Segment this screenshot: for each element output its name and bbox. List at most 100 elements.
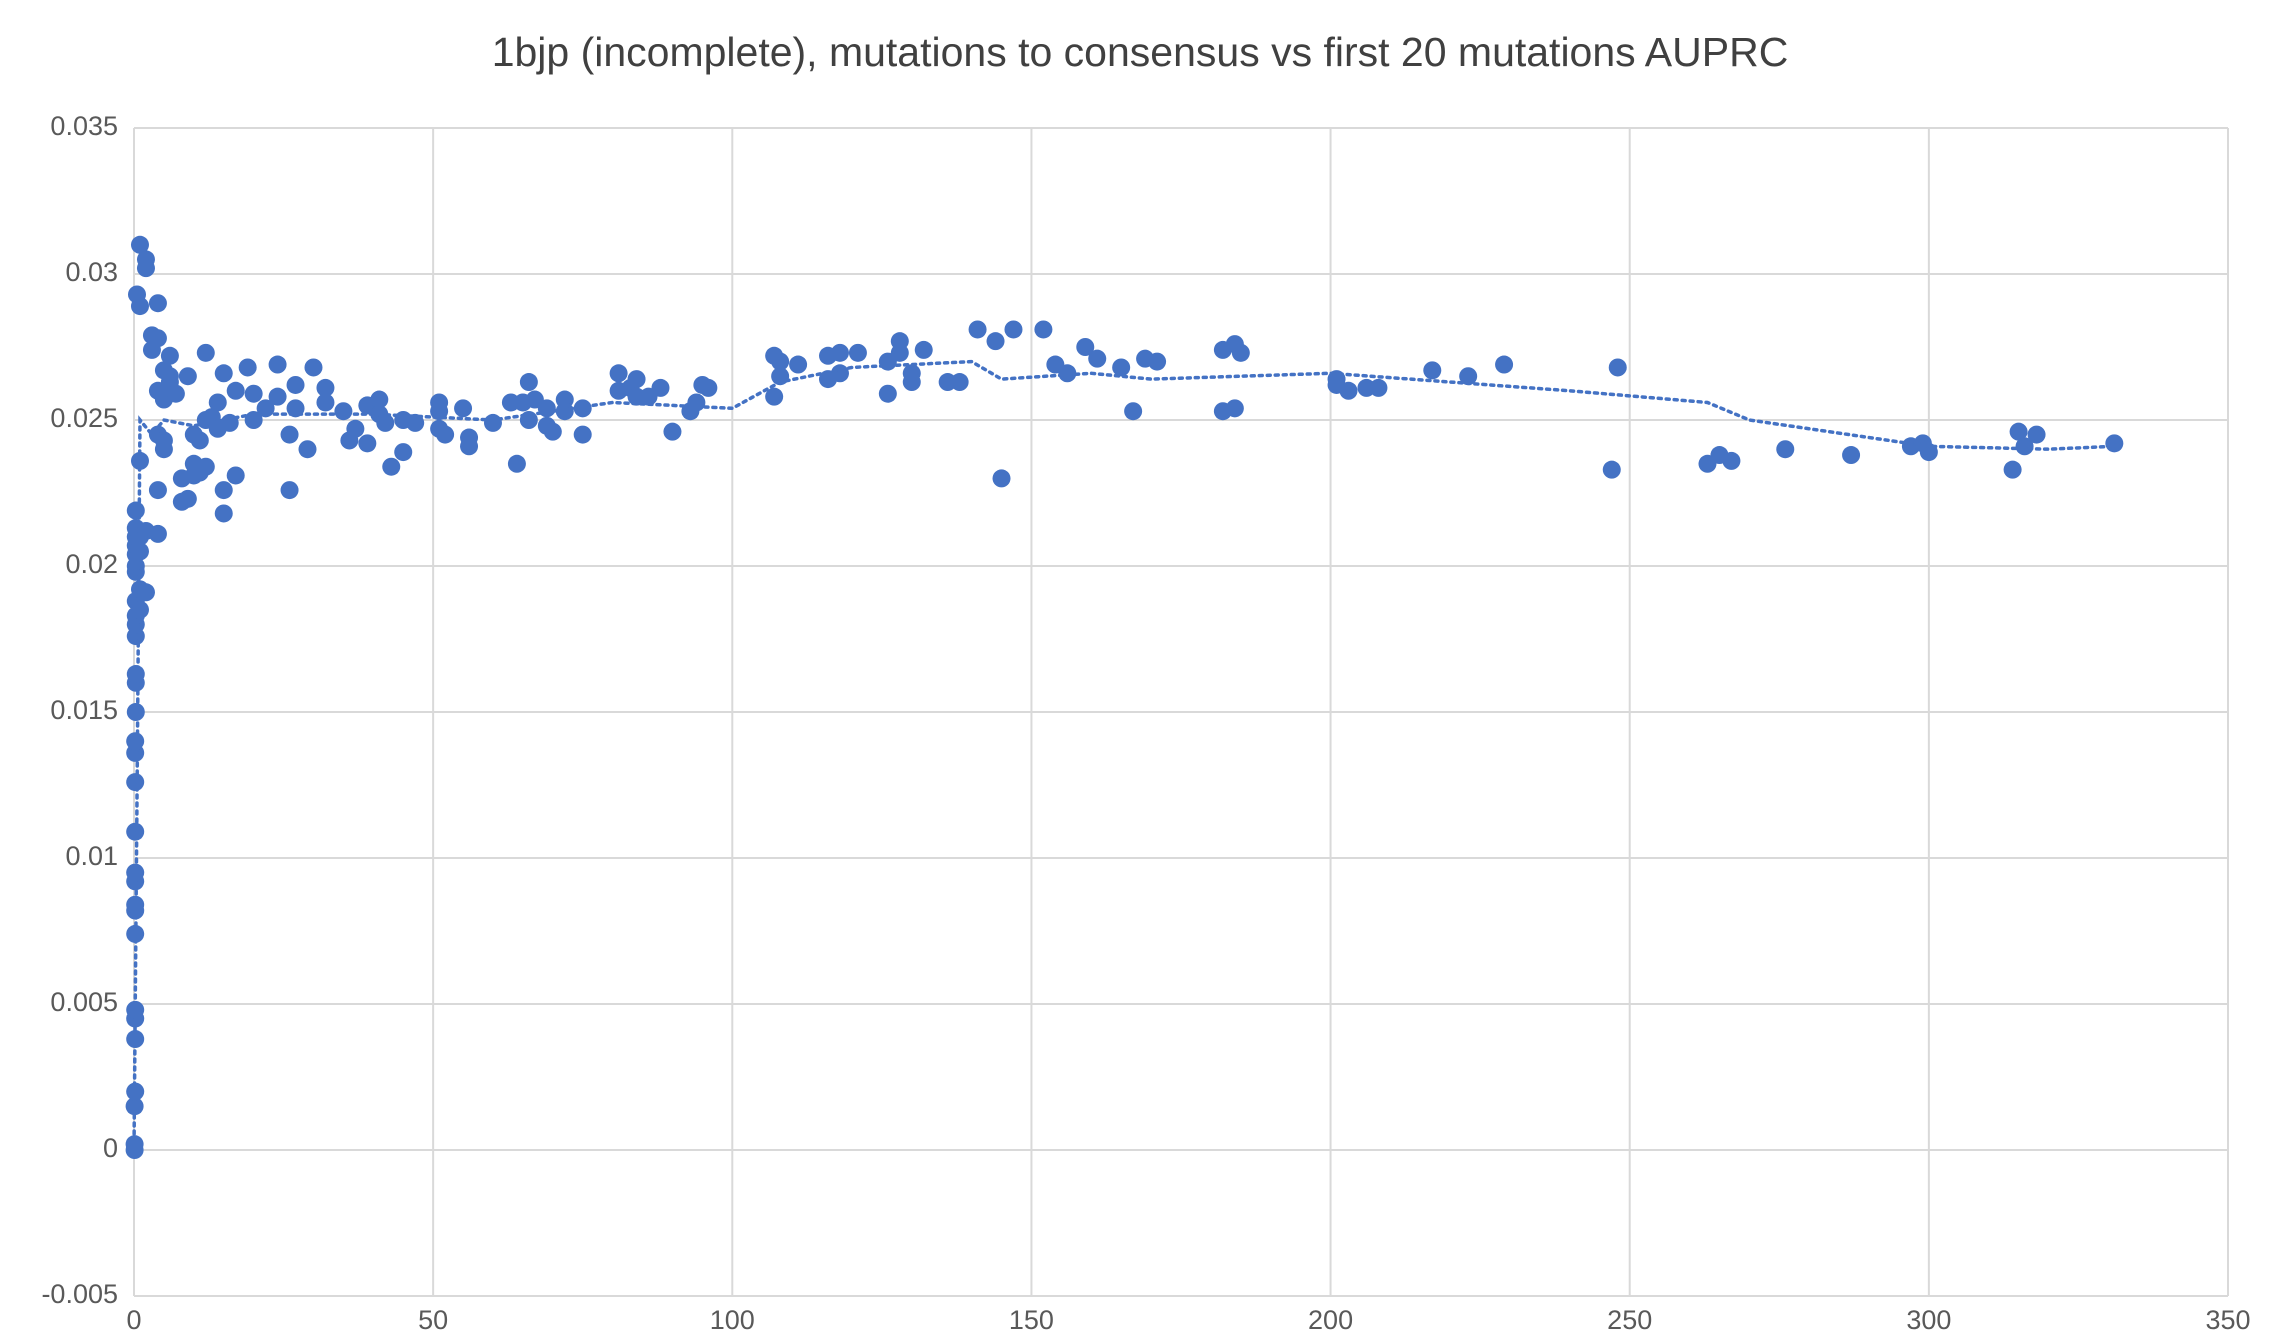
y-tick-label: 0.015 [50, 695, 118, 725]
data-point [148, 524, 167, 543]
data-point [663, 422, 682, 441]
data-point [126, 703, 145, 721]
data-point [126, 773, 145, 792]
trendline [132, 359, 2117, 1152]
data-point [699, 378, 718, 397]
data-point [573, 425, 592, 444]
data-point [1231, 343, 1250, 362]
data-point [346, 419, 365, 438]
data-point [394, 443, 413, 462]
data-point [1423, 361, 1442, 380]
data-point [160, 346, 179, 365]
data-point [1076, 338, 1095, 356]
data-point [830, 364, 849, 383]
data-point [519, 373, 538, 392]
data-point [286, 375, 305, 394]
data-point [1776, 440, 1795, 459]
data-point [130, 297, 149, 316]
y-tick-label: 0.005 [50, 987, 118, 1017]
data-point [370, 390, 389, 409]
data-point [2105, 434, 2124, 453]
data-point [298, 440, 317, 459]
data-point [136, 583, 155, 602]
data-point [627, 370, 646, 389]
data-point [573, 399, 592, 418]
data-point [268, 355, 287, 374]
data-point [2003, 460, 2022, 479]
data-point [382, 457, 401, 476]
data-point [507, 454, 526, 473]
data-point [878, 384, 897, 403]
data-point [1112, 358, 1131, 377]
data-point [1369, 378, 1388, 397]
y-tick-label: -0.005 [41, 1279, 118, 1309]
data-point [848, 343, 867, 362]
data-point [992, 469, 1011, 488]
x-tick-label: 300 [1906, 1305, 1951, 1335]
data-point [771, 352, 790, 371]
data-point [543, 422, 562, 441]
data-point [268, 387, 287, 406]
data-point [902, 373, 921, 392]
data-point [2027, 425, 2046, 444]
y-tick-label: 0.01 [65, 841, 118, 871]
y-tick-label: 0.025 [50, 403, 118, 433]
y-tick-label: 0 [103, 1133, 118, 1163]
data-point [126, 863, 145, 882]
data-point [126, 501, 145, 520]
data-point [334, 402, 353, 421]
data-point [214, 364, 233, 383]
data-point [651, 378, 670, 397]
data-point [2009, 422, 2028, 441]
data-point [226, 466, 245, 485]
data-point [376, 413, 395, 432]
x-tick-label: 250 [1607, 1305, 1652, 1335]
data-point [436, 425, 455, 444]
data-point [1459, 367, 1478, 386]
data-point [460, 437, 479, 456]
data-point [968, 320, 987, 339]
data-point [1722, 451, 1741, 470]
data-point [914, 340, 933, 359]
data-point [208, 393, 227, 412]
data-point [196, 457, 215, 476]
data-point [687, 393, 706, 412]
data-point [830, 343, 849, 362]
data-point [196, 343, 215, 362]
data-point [280, 481, 299, 500]
data-point [316, 393, 335, 412]
data-point [178, 367, 197, 386]
data-point [986, 332, 1005, 351]
chart-title: 1bjp (incomplete), mutations to consensu… [492, 29, 1789, 75]
data-point [126, 822, 145, 841]
data-point [1495, 355, 1514, 374]
y-tick-label: 0.02 [65, 549, 118, 579]
data-point [280, 425, 299, 444]
data-point [226, 381, 245, 400]
data-point [358, 434, 377, 453]
data-point [950, 373, 969, 392]
data-point [304, 358, 323, 377]
data-point [130, 600, 149, 619]
data-point [238, 358, 257, 377]
data-point [316, 378, 335, 397]
data-point [890, 343, 909, 362]
data-point [1608, 358, 1627, 377]
data-point [1124, 402, 1143, 421]
data-point [454, 399, 473, 418]
data-point [125, 1135, 144, 1154]
data-point [765, 387, 784, 406]
data-point [126, 895, 145, 914]
x-tick-label: 100 [710, 1305, 755, 1335]
data-point [148, 294, 167, 313]
data-point [406, 413, 425, 432]
x-tick-label: 350 [2205, 1305, 2250, 1335]
x-tick-label: 150 [1009, 1305, 1054, 1335]
data-point [1034, 320, 1053, 339]
data-point [214, 504, 233, 523]
data-point [1225, 399, 1244, 418]
data-point [126, 732, 145, 751]
data-point [1602, 460, 1621, 479]
x-tick-label: 0 [126, 1305, 141, 1335]
